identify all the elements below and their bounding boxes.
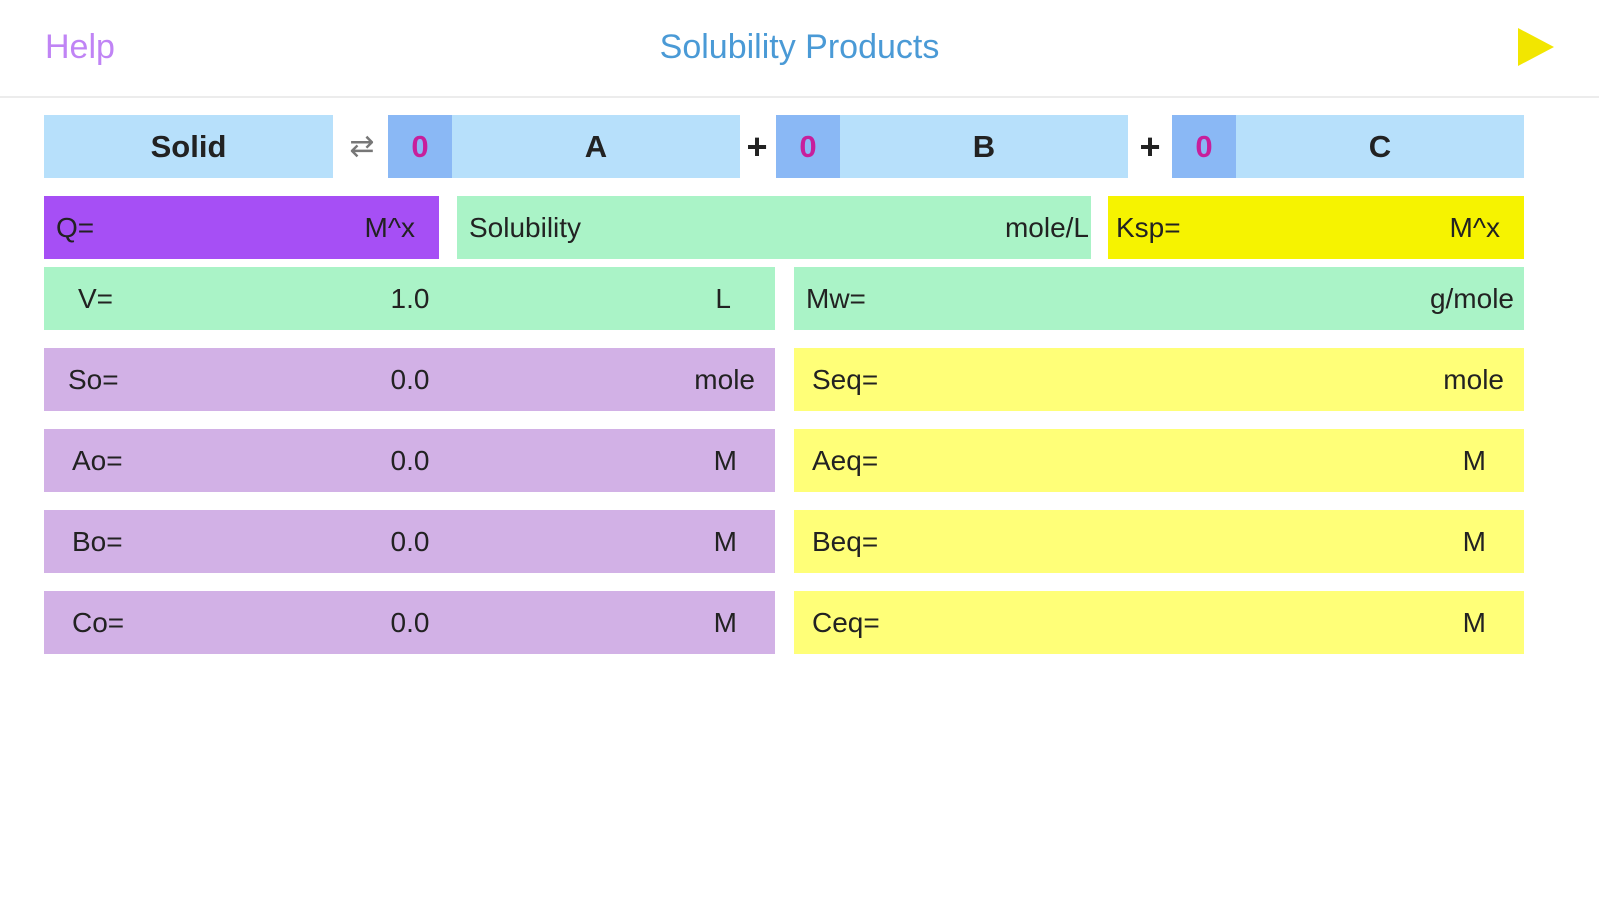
aeq-label: Aeq= [812,445,879,476]
volume-label: V= [78,283,114,314]
ksp-label: Ksp= [1116,212,1181,243]
q-field[interactable]: Q= M^x [44,196,439,259]
beq-unit: M [1462,526,1486,557]
ksp-field[interactable]: Ksp= M^x [1108,196,1524,259]
co-field[interactable]: Co= 0.0 M [44,591,775,654]
equilibrium-arrows-icon: ⇄ [349,130,375,163]
q-unit: M^x [364,212,415,243]
co-unit: M [713,607,737,638]
bo-unit: M [713,526,737,557]
seq-label: Seq= [812,364,879,395]
ceq-label: Ceq= [812,607,880,638]
page-title: Solubility Products [659,28,940,66]
beq-label: Beq= [812,526,879,557]
product-c-label: C [1368,129,1392,164]
product-b-cell[interactable]: 0 B [776,115,1128,178]
bo-label: Bo= [72,526,123,557]
ao-unit: M [713,445,737,476]
bo-field[interactable]: Bo= 0.0 M [44,510,775,573]
co-value[interactable]: 0.0 [390,607,430,638]
mw-label: Mw= [806,283,866,314]
seq-field[interactable]: Seq= mole [794,348,1524,411]
solubility-label: Solubility [469,212,582,243]
coefficient-c[interactable]: 0 [1172,115,1236,178]
coefficient-b[interactable]: 0 [776,115,840,178]
aeq-field[interactable]: Aeq= M [794,429,1524,492]
mw-field[interactable]: Mw= g/mole [794,267,1524,330]
seq-unit: mole [1443,364,1504,395]
product-a-cell[interactable]: 0 A [388,115,740,178]
so-value[interactable]: 0.0 [390,364,430,395]
play-icon[interactable] [1518,28,1554,66]
beq-field[interactable]: Beq= M [794,510,1524,573]
solid-cell[interactable]: Solid [44,115,333,178]
aeq-unit: M [1462,445,1486,476]
ceq-unit: M [1462,607,1486,638]
product-a-label: A [584,129,608,164]
navigation-bar: Help Solubility Products [0,0,1599,98]
plus-sign: + [1139,126,1161,167]
ao-field[interactable]: Ao= 0.0 M [44,429,775,492]
solubility-unit: mole/L [1004,212,1089,243]
ao-label: Ao= [72,445,123,476]
so-field[interactable]: So= 0.0 mole [44,348,775,411]
solubility-field[interactable]: Solubility mole/L [457,196,1091,259]
plus-sign: + [746,126,768,167]
mw-unit: g/mole [1429,283,1514,314]
so-unit: mole [694,364,755,395]
solid-label: Solid [150,129,227,164]
volume-value[interactable]: 1.0 [390,283,430,314]
bo-value[interactable]: 0.0 [390,526,430,557]
volume-unit: L [715,283,731,314]
volume-field[interactable]: V= 1.0 L [44,267,775,330]
co-label: Co= [72,607,125,638]
product-b-label: B [972,129,996,164]
coefficient-a[interactable]: 0 [388,115,452,178]
product-c-cell[interactable]: 0 C [1172,115,1524,178]
ao-value[interactable]: 0.0 [390,445,430,476]
ceq-field[interactable]: Ceq= M [794,591,1524,654]
ksp-unit: M^x [1449,212,1500,243]
help-button[interactable]: Help [45,28,115,66]
q-label: Q= [56,212,95,243]
so-label: So= [68,364,119,395]
